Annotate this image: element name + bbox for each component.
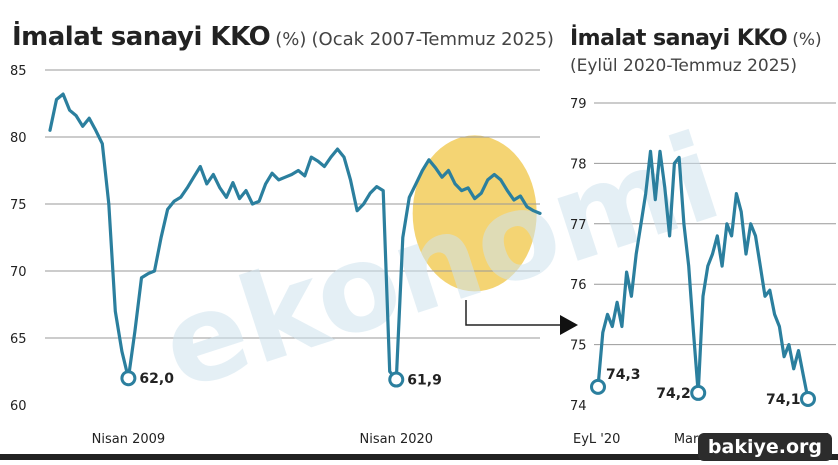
- left-title-main: İmalat sanayi KKO: [12, 22, 271, 52]
- y-tick-label: 75: [10, 198, 27, 213]
- low-point-marker: [590, 378, 606, 395]
- site-badge: bakiye.org: [697, 433, 832, 461]
- right-title-main: İmalat sanayi KKO: [570, 26, 788, 51]
- y-tick-label: 79: [570, 97, 587, 112]
- x-tick-label: Nisan 2009: [92, 432, 166, 447]
- zoom-arrow-head: [560, 315, 578, 335]
- x-tick-label: EyL '20: [573, 432, 620, 447]
- series-line-recent: [596, 149, 810, 401]
- y-tick-label: 80: [10, 131, 27, 146]
- low-point-marker: [388, 371, 405, 388]
- low-point-marker: [120, 370, 137, 387]
- series-line-long: [48, 92, 542, 382]
- low-point-label: 62,0: [139, 371, 174, 387]
- low-point-label: 74,2: [656, 386, 691, 402]
- zoom-arrow: [465, 300, 560, 326]
- low-point-label: 74,3: [606, 367, 641, 383]
- y-tick-label: 77: [570, 218, 587, 233]
- left-chart-title: İmalat sanayi KKO (%) (Ocak 2007-Temmuz …: [12, 22, 554, 52]
- right-chart-title: İmalat sanayi KKO (%): [570, 26, 822, 51]
- low-point-marker: [800, 390, 816, 407]
- low-point-label: 74,1: [766, 392, 801, 408]
- left-title-period: (Ocak 2007-Temmuz 2025): [311, 29, 554, 50]
- y-tick-label: 60: [10, 399, 27, 414]
- y-tick-label: 85: [10, 64, 27, 79]
- y-tick-label: 70: [10, 265, 27, 280]
- low-point-label: 61,9: [407, 373, 442, 389]
- right-title-period: (Eylül 2020-Temmuz 2025): [570, 56, 797, 76]
- y-tick-label: 65: [10, 332, 27, 347]
- y-tick-label: 76: [570, 278, 587, 293]
- low-point-marker: [690, 384, 707, 401]
- y-tick-label: 75: [570, 339, 587, 354]
- y-tick-label: 78: [570, 157, 587, 172]
- bottom-rule: [0, 454, 838, 460]
- x-tick-label: Nisan 2020: [360, 432, 434, 447]
- right-title-unit: (%): [792, 30, 822, 50]
- y-tick-label: 74: [570, 399, 587, 414]
- left-title-unit: (%): [275, 29, 307, 50]
